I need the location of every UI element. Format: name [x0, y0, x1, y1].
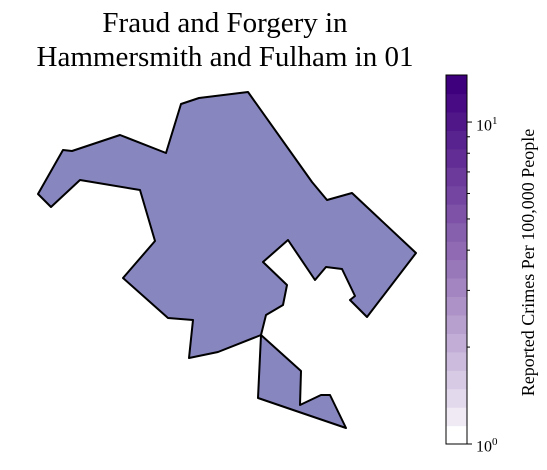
colorbar-segment: [446, 259, 467, 279]
colorbar-segment: [446, 425, 467, 445]
colorbar-label: Reported Crimes Per 100,000 People: [514, 78, 544, 446]
colorbar-segment: [446, 75, 467, 95]
map-title: Fraud and Forgery in Hammersmith and Ful…: [0, 6, 450, 74]
colorbar-ticks: [467, 121, 472, 445]
tick-label-10-0: 100: [476, 436, 498, 456]
tick-exp: 1: [492, 115, 498, 127]
colorbar-segment: [446, 277, 467, 297]
title-line-2: Hammersmith and Fulham in 01: [36, 41, 414, 73]
colorbar-segment: [446, 351, 467, 371]
colorbar-segment: [446, 185, 467, 205]
colorbar-segment: [446, 204, 467, 224]
colorbar-label-text: Reported Crimes Per 100,000 People: [518, 128, 539, 396]
tick-exp: 0: [492, 436, 498, 448]
tick-base: 10: [476, 117, 492, 135]
borough-polygon: [37, 91, 417, 429]
colorbar-segment: [446, 167, 467, 187]
colorbar-segment: [446, 296, 467, 316]
colorbar-segment: [446, 388, 467, 408]
colorbar-segment: [446, 222, 467, 242]
colorbar-segment: [446, 111, 467, 131]
colorbar-segment: [446, 333, 467, 353]
colorbar-segment: [446, 370, 467, 390]
colorbar-segment: [446, 241, 467, 261]
colorbar-segment: [446, 314, 467, 334]
colorbar-segment: [446, 93, 467, 113]
tick-label-10-1: 101: [476, 115, 498, 135]
colorbar-segment: [446, 130, 467, 150]
colorbar-frame: [445, 74, 468, 445]
title-line-1: Fraud and Forgery in: [102, 7, 348, 39]
tick-base: 10: [476, 438, 492, 456]
colorbar-segment: [446, 407, 467, 427]
colorbar: [446, 75, 467, 445]
colorbar-segment: [446, 148, 467, 168]
